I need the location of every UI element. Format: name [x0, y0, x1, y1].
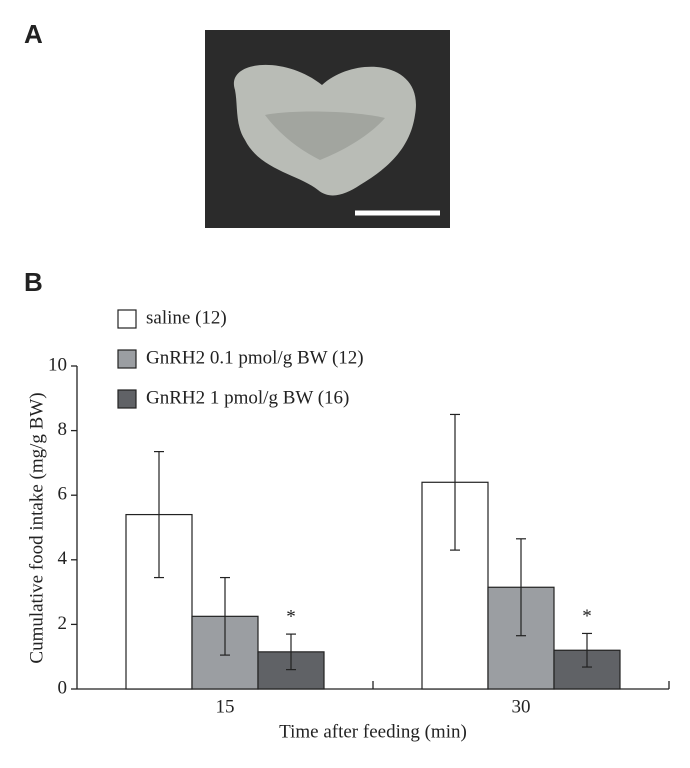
x-tick-label: 30	[512, 696, 531, 717]
legend-label: saline (12)	[146, 307, 227, 328]
legend-label: GnRH2 0.1 pmol/g BW (12)	[146, 347, 364, 368]
y-tick-label: 8	[58, 419, 68, 440]
y-tick-label: 6	[58, 484, 68, 505]
x-axis-label: Time after feeding (min)	[279, 721, 467, 742]
legend-swatch	[117, 389, 137, 409]
x-tick-label: 15	[216, 696, 235, 717]
photo	[205, 30, 450, 228]
y-tick-label: 2	[58, 613, 68, 634]
y-tick-label: 10	[48, 354, 67, 375]
legend-label: GnRH2 1 pmol/g BW (16)	[146, 387, 349, 408]
panel-label: A	[24, 19, 43, 49]
significance-mark: *	[582, 606, 592, 627]
panel-label: B	[24, 267, 43, 297]
legend-swatch	[117, 349, 137, 369]
y-tick-label: 4	[58, 548, 68, 569]
significance-mark: *	[286, 606, 296, 627]
y-tick-label: 0	[58, 677, 68, 698]
y-axis-label: Cumulative food intake (mg/g BW)	[26, 392, 47, 663]
legend-swatch	[117, 309, 137, 329]
